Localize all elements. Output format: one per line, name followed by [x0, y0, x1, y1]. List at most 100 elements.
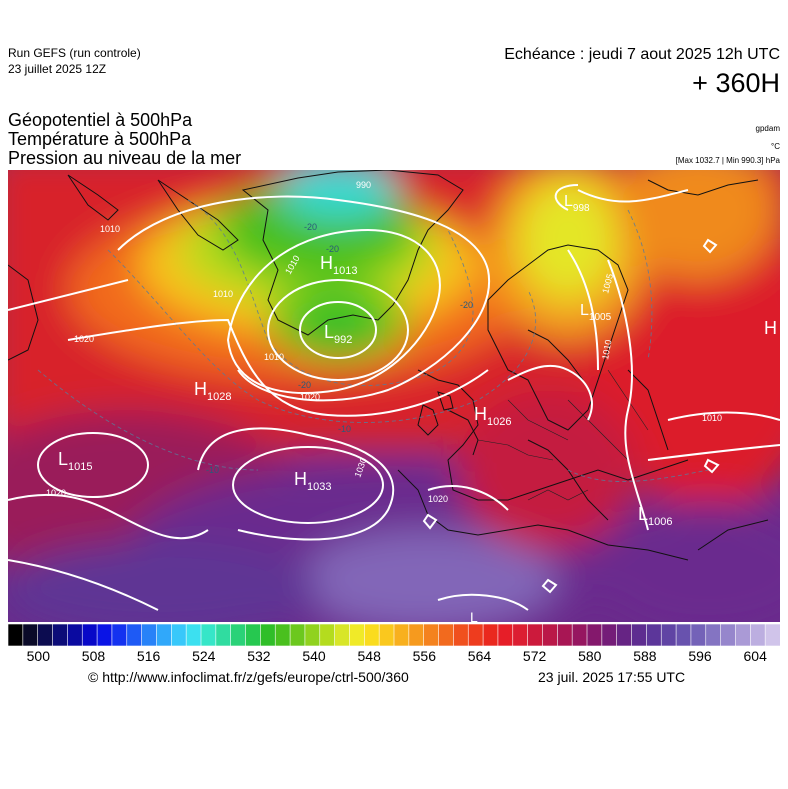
lead-time: + 360H [692, 68, 780, 98]
legend-swatch [660, 624, 677, 646]
legend-swatch [631, 624, 647, 646]
unit-temperature: °C [771, 142, 780, 151]
legend-swatch [735, 624, 751, 646]
legend-swatch [304, 624, 321, 646]
legend-labels: 500 508 516 524 532 540 548 556 564 572 580 588 596 6… [8, 648, 780, 666]
isobar-label: 1020 [300, 392, 320, 402]
legend-swatch [601, 624, 618, 646]
legend-swatch [200, 624, 217, 646]
pressure-center-labels: H1013 L992 H1028 H1026 H1033 L1015 L1006… [58, 193, 777, 622]
pressure-center-low-1015: L1015 [58, 449, 93, 473]
run-title: Run GEFS (run controle) [8, 46, 141, 60]
geopotential-field [8, 170, 780, 622]
footer-generated-date: 23 juil. 2025 17:55 UTC [538, 669, 686, 685]
legend-swatch [467, 624, 484, 646]
legend-label: 588 [633, 648, 657, 664]
legend-swatch [750, 624, 766, 646]
legend-swatch [67, 624, 83, 646]
legend-swatch [705, 624, 722, 646]
isotherm-label: -10 [338, 424, 351, 434]
pressure-center-high-1028: H1028 [194, 379, 231, 403]
isobar-label: 1010 [213, 289, 233, 299]
isotherm-label: -20 [326, 244, 339, 254]
legend-swatch [111, 624, 128, 646]
legend-label: 556 [412, 648, 437, 664]
legend-swatch [527, 624, 544, 646]
pressure-center-high-1033: H1033 [294, 469, 331, 493]
legend-swatch [364, 624, 380, 646]
legend-swatch [616, 624, 633, 646]
legend-label: 564 [467, 648, 492, 664]
pressure-center-low-998: L998 [564, 193, 590, 214]
legend-swatch [720, 624, 737, 646]
isobar-label: 1010 [100, 224, 120, 234]
legend-swatch [156, 624, 172, 646]
parameter-temperature: Température à 500hPa [8, 129, 192, 149]
legend-label: 572 [522, 648, 547, 664]
isobar-label: 990 [356, 180, 371, 190]
forecast-time: Echéance : jeudi 7 aout 2025 12h UTC [504, 46, 780, 63]
legend-label: 596 [688, 648, 712, 664]
legend-swatch [245, 624, 261, 646]
pressure-center-low-1006: L1006 [638, 504, 673, 528]
isobar-label: 1010 [264, 352, 284, 362]
legend-label: 532 [247, 648, 271, 664]
isotherm-labels: -20 -20 -20 -20 -10 -10 [206, 222, 473, 475]
legend-label: 580 [578, 648, 602, 664]
isobar-label: 1020 [74, 334, 94, 344]
legend-swatch [542, 624, 558, 646]
legend-label: 540 [302, 648, 326, 664]
pressure-center-high-1026: H1026 [474, 404, 511, 428]
legend-swatch [586, 624, 603, 646]
borders [477, 369, 649, 501]
legend-label: 508 [81, 648, 106, 664]
run-date: 23 juillet 2025 12Z [8, 62, 107, 76]
legend-swatch [378, 624, 395, 646]
legend-swatch [126, 624, 143, 646]
legend-swatch [482, 624, 499, 646]
isobar-labels: 1010 1010 1010 1020 1020 1020 1020 1030 … [46, 180, 722, 504]
legend-swatch [646, 624, 662, 646]
footer-url: © http://www.infoclimat.fr/z/gefs/europe… [88, 669, 409, 685]
legend-swatch [8, 624, 24, 646]
legend-swatch [453, 624, 469, 646]
isobar-label: 1020 [46, 488, 66, 498]
isotherm-label: -20 [460, 300, 473, 310]
unit-geopotential: gpdam [755, 124, 780, 133]
legend-swatch [512, 624, 529, 646]
legend-swatch [408, 624, 425, 646]
legend-swatch [22, 624, 39, 646]
pressure-center-high-edge: H [764, 318, 777, 338]
isotherm-label: -20 [304, 222, 317, 232]
pressure-center-high-1013: H1013 [320, 253, 357, 277]
isobar-label: 1010 [600, 339, 613, 360]
pressure-center-low-1005: L1005 [580, 302, 612, 323]
legend-swatch [334, 624, 351, 646]
legend-swatch [274, 624, 291, 646]
legend-swatch [497, 624, 514, 646]
legend-swatch [557, 624, 573, 646]
legend-swatch [81, 624, 98, 646]
legend-swatch [185, 624, 202, 646]
temperature-isotherms [37, 199, 709, 482]
legend-swatch [438, 624, 454, 646]
pressure-center-low-992: L992 [324, 322, 352, 346]
unit-pressure-range: [Max 1032.7 | Min 990.3] hPa [675, 156, 780, 165]
legend-swatch [423, 624, 440, 646]
isobar-label: 1020 [428, 494, 448, 504]
legend-swatch [393, 624, 410, 646]
legend-label: 524 [192, 648, 216, 664]
legend-swatch [675, 624, 692, 646]
legend-swatch [52, 624, 68, 646]
isobars [8, 184, 780, 611]
legend-label: 516 [136, 648, 161, 664]
legend-label: 548 [357, 648, 381, 664]
isobar-label: 1010 [702, 413, 722, 423]
legend-swatch [571, 624, 588, 646]
legend-swatch [230, 624, 247, 646]
isotherm-label: -20 [298, 380, 311, 390]
legend-swatch [215, 624, 232, 646]
weather-map: H1013 L992 H1028 H1026 H1033 L1015 L1006… [8, 170, 780, 622]
legend-swatch [289, 624, 306, 646]
pressure-center-low-bottom: L [470, 609, 478, 622]
